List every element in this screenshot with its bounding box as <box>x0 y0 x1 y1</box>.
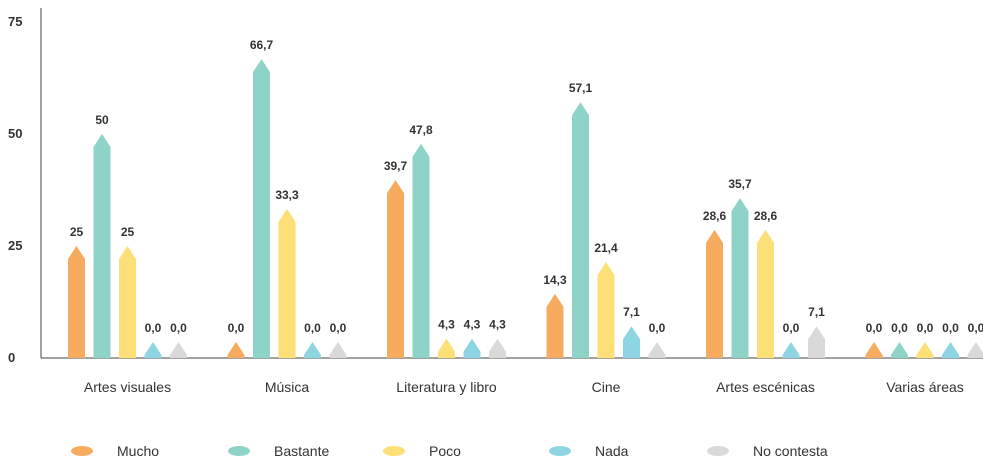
bar-poco-artes-escenicas <box>757 229 774 358</box>
bar-mucho-artes-visuales <box>68 246 85 358</box>
legend-swatch-mucho <box>71 446 93 456</box>
bar-nada-musica <box>304 342 321 358</box>
value-label: 0,0 <box>304 321 321 335</box>
category-label: Música <box>265 379 310 395</box>
legend-label: Poco <box>429 443 461 459</box>
value-label: 0,0 <box>866 321 883 335</box>
bar-bastante-artes-visuales <box>93 134 111 358</box>
bar-no-contesta-artes-escenicas <box>808 326 825 358</box>
legend: Mucho Bastante Poco Nada No contesta <box>71 443 828 459</box>
y-tick-label: 75 <box>8 14 22 29</box>
value-labels-group: 25 50 25 0,0 0,0 0,0 66,7 33,3 0,0 0,0 39,7 47,8 4,3… <box>70 38 983 335</box>
value-label: 4,3 <box>464 318 481 332</box>
value-label: 7,1 <box>808 305 825 319</box>
legend-swatch-no-contesta <box>707 446 729 456</box>
bar-bastante-varias-areas <box>891 342 908 358</box>
legend-swatch-nada <box>549 446 571 456</box>
value-label: 0,0 <box>942 321 959 335</box>
bar-no-contesta-varias-areas <box>967 342 983 358</box>
bar-nada-literatura-y-libro <box>463 338 481 358</box>
bar-no-contesta-musica <box>329 342 347 358</box>
legend-label: Bastante <box>274 443 329 459</box>
category-label: Artes visuales <box>84 379 171 395</box>
y-tick-label: 50 <box>8 126 22 141</box>
value-label: 7,1 <box>623 305 640 319</box>
bar-nada-cine <box>623 326 640 358</box>
bar-poco-musica <box>278 208 296 358</box>
legend-swatch-bastante <box>228 446 250 456</box>
y-tick-label: 0 <box>8 350 15 365</box>
bar-nada-artes-escenicas <box>782 342 800 358</box>
value-label: 0,0 <box>968 321 983 335</box>
value-label: 25 <box>70 225 84 239</box>
value-label: 4,3 <box>438 318 455 332</box>
bars-group <box>68 59 983 359</box>
bar-mucho-musica <box>227 342 245 358</box>
category-label: Cine <box>592 379 621 395</box>
bar-poco-varias-areas <box>916 342 934 358</box>
value-label: 33,3 <box>275 188 299 202</box>
bar-bastante-cine <box>572 102 589 358</box>
value-label: 39,7 <box>384 159 408 173</box>
category-label: Artes escénicas <box>716 379 815 395</box>
value-label: 14,3 <box>543 273 567 287</box>
legend-label: No contesta <box>753 443 828 459</box>
bar-no-contesta-literatura-y-libro <box>489 338 506 358</box>
legend-label: Nada <box>595 443 629 459</box>
value-label: 35,7 <box>728 177 752 191</box>
bar-mucho-cine <box>546 293 564 358</box>
value-label: 25 <box>121 225 135 239</box>
bar-mucho-literatura-y-libro <box>387 180 404 358</box>
value-label: 21,4 <box>594 241 618 255</box>
value-label: 50 <box>95 113 109 127</box>
value-label: 0,0 <box>649 321 666 335</box>
bar-poco-literatura-y-libro <box>438 338 455 358</box>
bar-nada-varias-areas <box>942 342 959 358</box>
bar-bastante-literatura-y-libro <box>412 143 430 358</box>
value-label: 0,0 <box>783 321 800 335</box>
value-label: 28,6 <box>754 209 778 223</box>
legend-label: Mucho <box>117 443 159 459</box>
legend-swatch-poco <box>383 446 405 456</box>
value-label: 47,8 <box>409 123 433 137</box>
value-label: 4,3 <box>489 318 506 332</box>
bar-mucho-varias-areas <box>865 342 883 358</box>
category-label: Literatura y libro <box>396 379 497 395</box>
value-label: 0,0 <box>145 321 162 335</box>
value-label: 0,0 <box>228 321 245 335</box>
bar-no-contesta-cine <box>648 342 666 358</box>
bar-poco-artes-visuales <box>119 246 136 358</box>
bar-bastante-artes-escenicas <box>731 198 749 358</box>
bar-mucho-artes-escenicas <box>706 229 723 358</box>
bar-nada-artes-visuales <box>144 342 162 358</box>
bar-poco-cine <box>597 262 615 358</box>
value-label: 57,1 <box>569 81 593 95</box>
value-label: 0,0 <box>891 321 908 335</box>
value-label: 0,0 <box>917 321 934 335</box>
category-label: Varias áreas <box>886 379 964 395</box>
value-label: 66,7 <box>250 38 274 52</box>
y-axis-ticks: 0 25 50 75 <box>8 14 22 365</box>
bar-no-contesta-artes-visuales <box>170 342 187 358</box>
value-label: 0,0 <box>330 321 347 335</box>
bar-bastante-musica <box>253 59 270 359</box>
value-label: 0,0 <box>170 321 187 335</box>
category-labels-group: Artes visuales Música Literatura y libro Ci… <box>84 379 964 395</box>
value-label: 28,6 <box>703 209 727 223</box>
y-tick-label: 25 <box>8 238 22 253</box>
